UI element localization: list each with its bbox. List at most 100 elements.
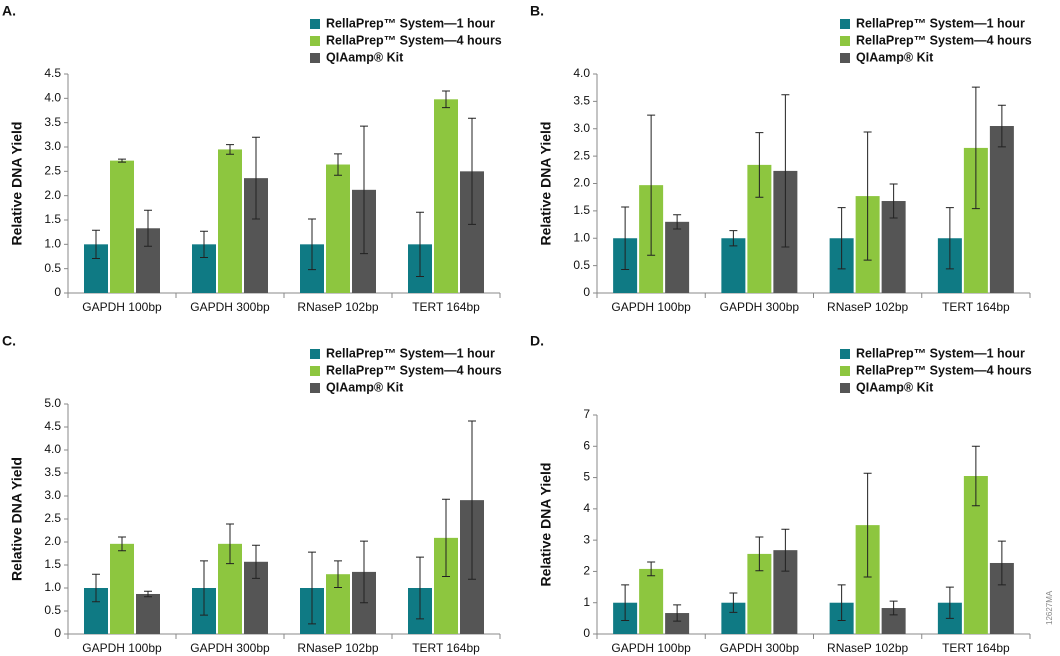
error-bar <box>118 536 126 552</box>
y-tick-label: 1.0 <box>44 237 61 251</box>
x-tick-label: GAPDH 300bp <box>190 300 270 314</box>
legend-text: QIAamp® Kit <box>326 50 404 64</box>
y-tick-label: 1.5 <box>44 557 61 571</box>
error-bar <box>997 104 1006 148</box>
error-bar <box>889 600 898 616</box>
legend-swatch <box>840 383 850 393</box>
y-tick-label: 1.0 <box>573 230 590 244</box>
legend-swatch <box>310 19 320 29</box>
panel-label: B. <box>530 3 544 19</box>
bar <box>665 613 690 634</box>
error-bar <box>997 540 1006 586</box>
error-bar <box>729 592 738 613</box>
bar <box>721 238 746 293</box>
legend-text: QIAamp® Kit <box>856 50 934 64</box>
error-bar <box>647 561 656 577</box>
bar <box>989 126 1014 293</box>
panel-label: D. <box>530 333 544 349</box>
x-tick-label: RNaseP 102bp <box>297 300 378 314</box>
error-bar <box>755 536 764 572</box>
legend-swatch <box>310 366 320 376</box>
error-bar <box>971 86 980 210</box>
y-label: Relative DNA Yield <box>9 122 25 246</box>
error-bar <box>468 117 476 225</box>
error-bar <box>647 114 656 256</box>
bar <box>136 593 160 634</box>
error-bar <box>621 206 630 270</box>
x-tick-label: TERT 164bp <box>942 300 1010 314</box>
error-bar <box>360 540 368 604</box>
error-bar <box>226 144 234 155</box>
y-tick-label: 3.5 <box>44 115 61 129</box>
legend-swatch <box>310 383 320 393</box>
bar <box>434 99 458 293</box>
panel-label: A. <box>2 3 16 19</box>
x-tick-label: TERT 164bp <box>412 300 480 314</box>
legend-text: RellaPrep™ System—1 hour <box>326 346 495 360</box>
legend-swatch <box>840 53 850 63</box>
error-bar <box>144 209 152 247</box>
legend-swatch <box>310 349 320 359</box>
error-bar <box>729 230 738 247</box>
y-tick-label: 2.5 <box>573 148 590 162</box>
error-bar <box>442 90 450 109</box>
error-bar <box>945 207 954 270</box>
legend-swatch <box>310 36 320 46</box>
legend-text: RellaPrep™ System—4 hours <box>326 363 502 377</box>
error-bar <box>863 472 872 578</box>
y-tick-label: 0 <box>54 285 61 299</box>
legend-text: RellaPrep™ System—1 hour <box>856 346 1025 360</box>
figure-id: 12627MA <box>1045 590 1054 625</box>
legend-text: QIAamp® Kit <box>326 380 404 394</box>
legend-swatch <box>310 53 320 63</box>
error-bar <box>673 214 682 230</box>
error-bar <box>252 136 260 220</box>
y-tick-label: 4.0 <box>44 442 61 456</box>
error-bar <box>334 153 342 176</box>
legend-text: RellaPrep™ System—1 hour <box>326 16 495 30</box>
y-tick-label: 4.0 <box>573 66 590 80</box>
y-tick-label: 7 <box>583 407 590 421</box>
y-tick-label: 0 <box>54 626 61 640</box>
y-tick-label: 1.0 <box>44 580 61 594</box>
x-tick-label: GAPDH 100bp <box>611 641 691 655</box>
y-tick-label: 1.5 <box>44 212 61 226</box>
error-bar <box>621 584 630 622</box>
y-tick-label: 3 <box>583 532 590 546</box>
y-tick-label: 3.0 <box>44 488 61 502</box>
y-tick-label: 1.5 <box>573 203 590 217</box>
y-tick-label: 5 <box>583 470 590 484</box>
legend-text: QIAamp® Kit <box>856 380 934 394</box>
x-tick-label: RNaseP 102bp <box>827 300 908 314</box>
x-tick-label: GAPDH 300bp <box>720 300 800 314</box>
y-tick-label: 2.5 <box>44 511 61 525</box>
y-tick-label: 0.5 <box>44 261 61 275</box>
y-tick-label: 1 <box>583 595 590 609</box>
y-tick-label: 2.5 <box>44 164 61 178</box>
legend-text: RellaPrep™ System—4 hours <box>326 33 502 47</box>
error-bar <box>781 528 790 572</box>
legend-swatch <box>840 36 850 46</box>
y-tick-label: 0.5 <box>573 258 590 272</box>
error-bar <box>200 230 208 258</box>
legend-swatch <box>840 349 850 359</box>
error-bar <box>673 604 682 622</box>
y-label: Relative DNA Yield <box>538 463 554 587</box>
x-tick-label: RNaseP 102bp <box>827 641 908 655</box>
error-bar <box>781 94 790 248</box>
y-tick-label: 2 <box>583 564 590 578</box>
bar <box>110 543 134 634</box>
y-tick-label: 4.5 <box>44 66 61 80</box>
x-tick-label: GAPDH 100bp <box>82 300 162 314</box>
y-tick-label: 4.5 <box>44 419 61 433</box>
y-label: Relative DNA Yield <box>9 457 25 581</box>
error-bar <box>416 211 424 277</box>
error-bar <box>92 229 100 259</box>
legend-swatch <box>840 19 850 29</box>
error-bar <box>755 132 764 198</box>
error-bar <box>334 560 342 589</box>
x-tick-label: GAPDH 100bp <box>611 300 691 314</box>
x-tick-label: RNaseP 102bp <box>297 641 378 655</box>
